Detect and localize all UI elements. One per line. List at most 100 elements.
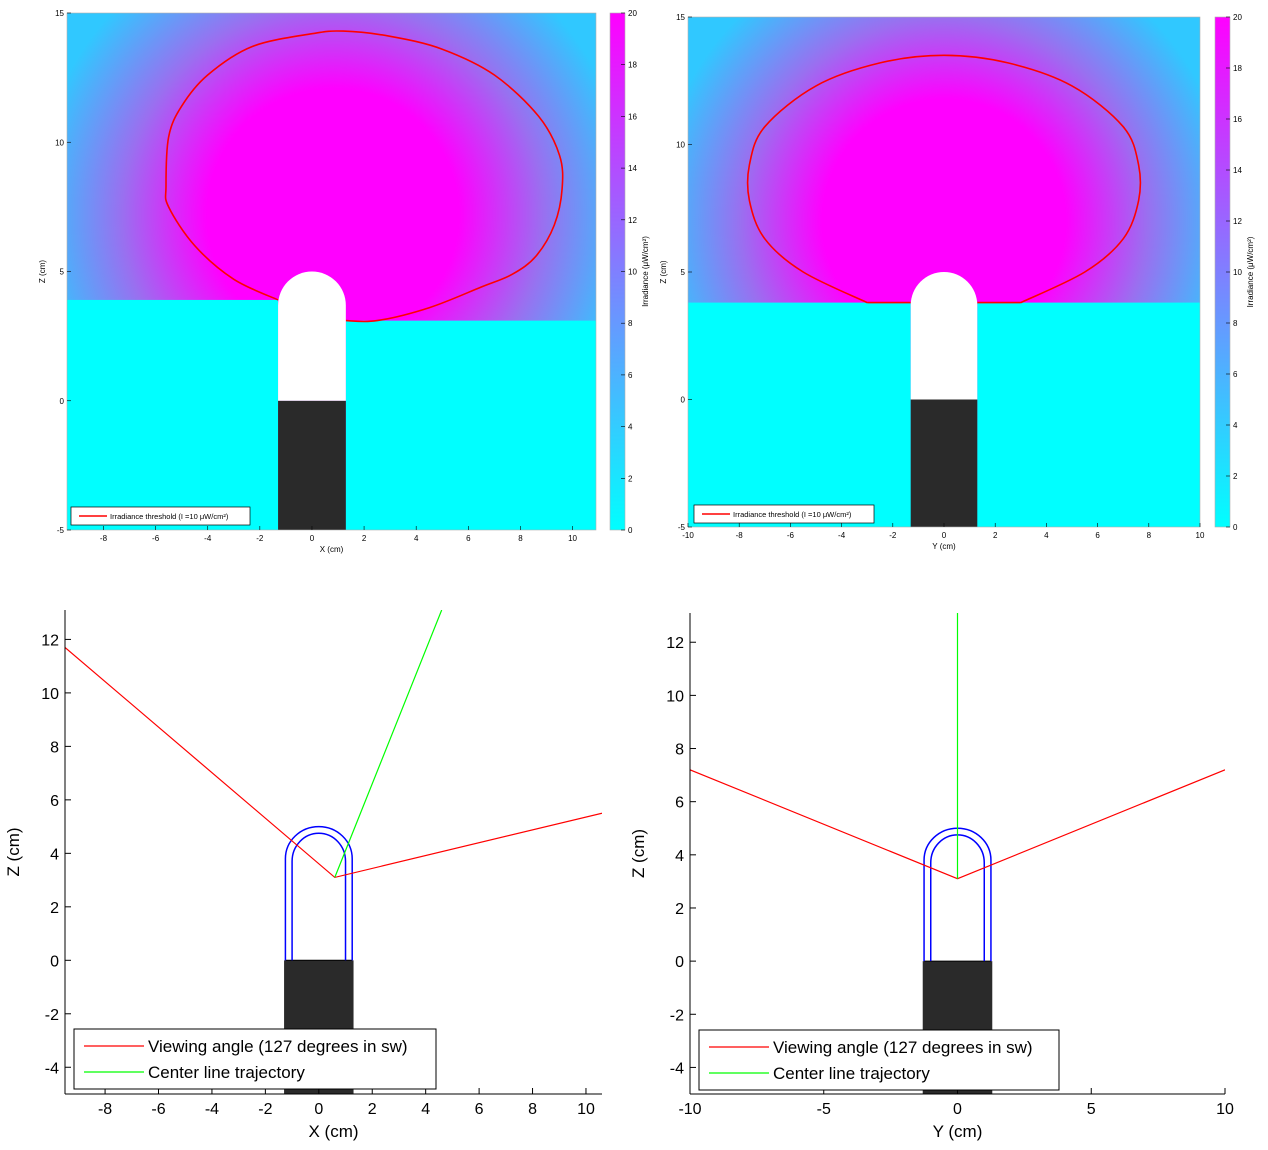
- x-tick-label: 10: [1216, 1101, 1234, 1118]
- x-axis-label: Y (cm): [932, 542, 956, 551]
- x-tick-label: 10: [568, 534, 577, 543]
- x-tick-label: 0: [314, 1101, 323, 1118]
- x-tick-label: -4: [838, 531, 846, 540]
- lamp-housing: [278, 400, 346, 530]
- viewing-angle-plot-traj_yz: -10 -5 0 5 10 -4 -2 0 2 4 6 8 10 12 Y (cm) Z (cm) Viewin…: [629, 613, 1234, 1141]
- irradiance-map-irr_yz: -10 -8 -6 -4 -2 0 2 4 6 8 10 -5 0 5 10 15 Y (cm) Z (cm) 0 2…: [659, 13, 1255, 551]
- y-tick-label: 10: [41, 686, 59, 703]
- y-tick-label: 0: [60, 397, 65, 406]
- center-line-trajectory: [334, 610, 443, 878]
- y-tick-label: 2: [675, 901, 684, 918]
- legend: Viewing angle (127 degrees in sw) Center …: [698, 1029, 1060, 1091]
- x-tick-label: -5: [817, 1101, 831, 1118]
- low-region-right: [977, 302, 1200, 527]
- x-tick-label: 4: [421, 1101, 430, 1118]
- colorbar-tick-label: 20: [1233, 13, 1242, 22]
- x-axis-label: Y (cm): [933, 1122, 983, 1141]
- axes: -10 -5 0 5 10 -4 -2 0 2 4 6 8 10 12 Y (cm) Z (cm): [629, 613, 1234, 1141]
- colorbar-tick-label: 14: [1233, 166, 1242, 175]
- y-axis-label: Z (cm): [4, 827, 23, 876]
- x-tick-label: 0: [942, 531, 947, 540]
- y-tick-label: -4: [45, 1060, 59, 1077]
- x-tick-label: -2: [256, 534, 264, 543]
- viewing-angle-line: [65, 646, 602, 879]
- x-tick-label: -4: [205, 1101, 219, 1118]
- y-tick-label: 6: [675, 795, 684, 812]
- x-tick-label: 6: [475, 1101, 484, 1118]
- x-tick-label: -8: [736, 531, 744, 540]
- colorbar-tick-label: 8: [1233, 319, 1238, 328]
- x-tick-label: 10: [577, 1101, 595, 1118]
- x-tick-label: -8: [98, 1101, 112, 1118]
- y-tick-label: -5: [57, 526, 65, 535]
- legend-box: [70, 506, 251, 526]
- lamp-diffuser: [910, 271, 978, 400]
- colorbar: 0 2 4 6 8 10 12 14 16 18 20 Irradiance (μW/cm²): [1214, 13, 1255, 532]
- colorbar-label: Irradiance (μW/cm²): [1246, 236, 1255, 307]
- colorbar-tick-label: 8: [628, 319, 633, 328]
- colorbar-tick-label: 0: [628, 526, 633, 535]
- legend-label-center-line: Center line trajectory: [773, 1064, 930, 1083]
- legend-box: [693, 504, 875, 524]
- x-tick-label: 0: [310, 534, 315, 543]
- irradiance-map-irr_xz: -8 -6 -4 -2 0 2 4 6 8 10 -5 0 5 10 15 X (cm) Z (cm) 0 2 4 6 8…: [38, 9, 650, 554]
- y-axis-label: Z (cm): [38, 260, 47, 283]
- axes: -8 -6 -4 -2 0 2 4 6 8 10 -4 -2 0 2 4 6 8 10 12 X (cm) Z (cm): [4, 610, 602, 1141]
- colorbar-tick-label: 4: [628, 423, 633, 432]
- diffuser-inner-outline: [291, 832, 347, 961]
- x-tick-label: 4: [414, 534, 419, 543]
- x-tick-label: -6: [787, 531, 795, 540]
- y-tick-label: 5: [60, 268, 65, 277]
- y-tick-label: 0: [681, 396, 686, 405]
- y-tick-label: 15: [55, 9, 64, 18]
- colorbar-label: Irradiance (μW/cm²): [641, 236, 650, 307]
- x-tick-label: -10: [682, 531, 694, 540]
- axes: -10 -8 -6 -4 -2 0 2 4 6 8 10 -5 0 5 10 15 Y (cm) Z (cm): [659, 13, 1205, 551]
- viewing-angle-plot-traj_xz: -8 -6 -4 -2 0 2 4 6 8 10 -4 -2 0 2 4 6 8 10 12 X (cm) Z (cm)…: [4, 610, 602, 1141]
- y-tick-label: 10: [666, 688, 684, 705]
- x-tick-label: 6: [466, 534, 471, 543]
- lamp-diffuser: [278, 271, 346, 401]
- colorbar-tick-label: 14: [628, 164, 637, 173]
- x-tick-label: 4: [1044, 531, 1049, 540]
- y-tick-label: 4: [675, 848, 684, 865]
- colorbar-tick-label: 10: [1233, 268, 1242, 277]
- y-tick-label: 15: [676, 13, 685, 22]
- legend-label-viewing-angle: Viewing angle (127 degrees in sw): [148, 1037, 408, 1056]
- x-tick-label: 5: [1087, 1101, 1096, 1118]
- y-tick-label: 0: [675, 954, 684, 971]
- colorbar-tick-label: 2: [628, 474, 633, 483]
- y-tick-label: 4: [50, 846, 59, 863]
- x-tick-label: -2: [258, 1101, 272, 1118]
- low-region-left: [688, 302, 911, 527]
- x-tick-label: 10: [1196, 531, 1205, 540]
- legend: Viewing angle (127 degrees in sw) Center …: [73, 1028, 437, 1090]
- legend: Irradiance threshold (I =10 μW/cm²): [70, 506, 251, 526]
- colorbar-tick-label: 18: [1233, 64, 1242, 73]
- axes: -8 -6 -4 -2 0 2 4 6 8 10 -5 0 5 10 15 X (cm) Z (cm): [38, 9, 597, 554]
- x-tick-label: -8: [100, 534, 108, 543]
- colorbar-tick-label: 4: [1233, 421, 1238, 430]
- x-tick-label: 2: [362, 534, 367, 543]
- low-region-right: [345, 320, 596, 530]
- y-tick-label: 6: [50, 793, 59, 810]
- legend-label-threshold: Irradiance threshold (I =10 μW/cm²): [733, 510, 852, 519]
- colorbar-tick-label: 16: [1233, 115, 1242, 124]
- x-tick-label: 2: [993, 531, 998, 540]
- y-tick-label: 8: [675, 742, 684, 759]
- colorbar-tick-label: 18: [628, 61, 637, 70]
- colorbar-tick-label: 12: [1233, 217, 1242, 226]
- x-axis-label: X (cm): [308, 1122, 358, 1141]
- x-tick-label: 8: [528, 1101, 537, 1118]
- x-tick-label: -2: [889, 531, 897, 540]
- x-tick-label: -10: [678, 1101, 701, 1118]
- legend-label-viewing-angle: Viewing angle (127 degrees in sw): [773, 1038, 1033, 1057]
- x-tick-label: -6: [152, 534, 160, 543]
- x-tick-label: -4: [204, 534, 212, 543]
- y-axis-label: Z (cm): [659, 260, 668, 283]
- low-irradiance-region: [67, 299, 596, 530]
- lamp-housing: [910, 399, 978, 527]
- x-tick-label: 0: [953, 1101, 962, 1118]
- colorbar-tick-label: 10: [628, 268, 637, 277]
